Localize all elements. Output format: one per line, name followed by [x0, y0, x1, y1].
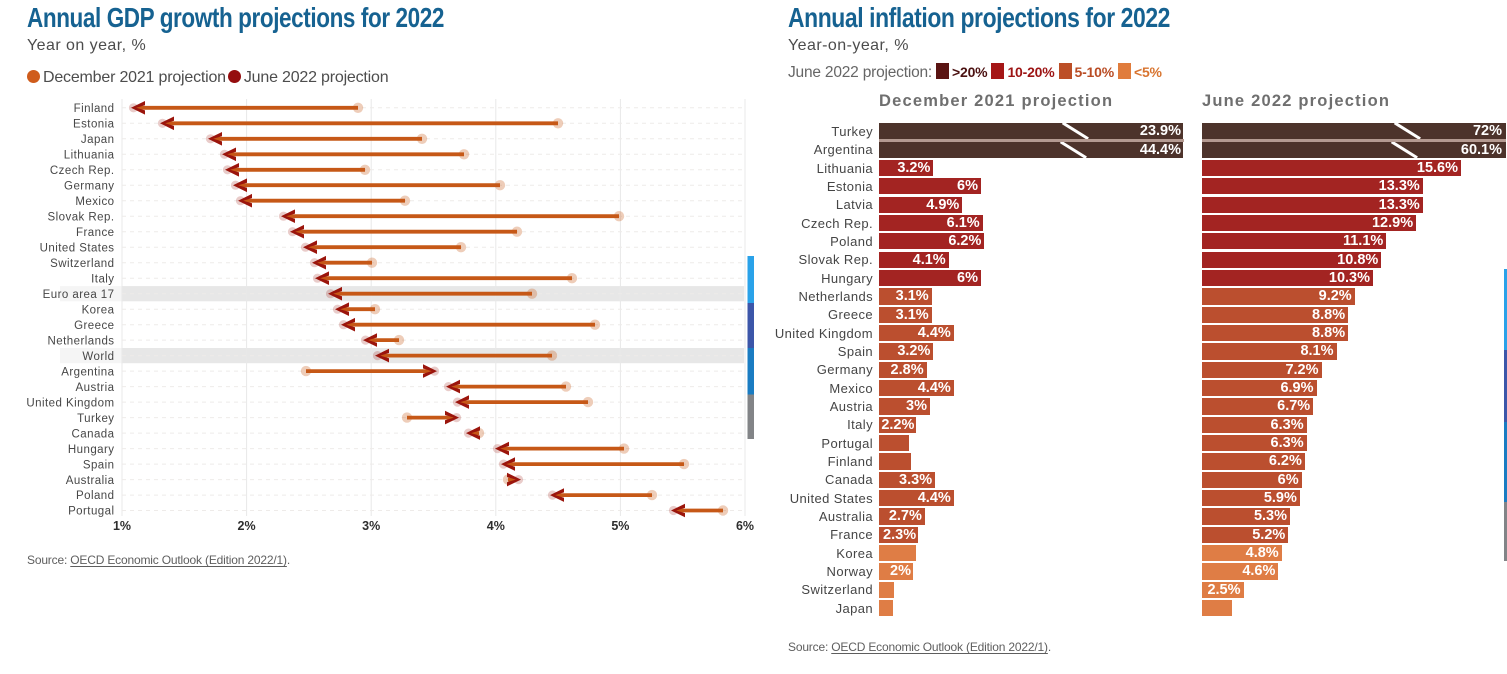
svg-text:Poland: Poland: [76, 490, 115, 502]
svg-text:Estonia: Estonia: [73, 119, 115, 131]
svg-text:Lithuania: Lithuania: [64, 150, 115, 162]
svg-text:Korea: Korea: [82, 304, 115, 316]
svg-text:Spain: Spain: [83, 459, 115, 471]
svg-text:Mexico: Mexico: [75, 196, 114, 208]
svg-text:Japan: Japan: [81, 134, 115, 146]
svg-text:Italy: Italy: [91, 273, 114, 285]
svg-text:Netherlands: Netherlands: [48, 335, 115, 347]
svg-text:Finland: Finland: [74, 103, 115, 115]
svg-text:Canada: Canada: [72, 428, 115, 440]
svg-text:5%: 5%: [611, 519, 629, 533]
svg-text:Australia: Australia: [66, 475, 115, 487]
svg-text:Czech Rep.: Czech Rep.: [50, 165, 115, 177]
svg-text:Euro area 17: Euro area 17: [43, 289, 115, 301]
svg-text:Switzerland: Switzerland: [50, 258, 114, 270]
svg-text:Slovak Rep.: Slovak Rep.: [48, 211, 115, 223]
svg-text:United States: United States: [40, 242, 115, 254]
svg-text:Turkey: Turkey: [77, 413, 114, 425]
svg-text:4%: 4%: [487, 519, 505, 533]
svg-text:1%: 1%: [113, 519, 131, 533]
svg-text:Austria: Austria: [76, 382, 115, 394]
svg-text:Argentina: Argentina: [61, 366, 114, 378]
svg-text:Hungary: Hungary: [68, 444, 115, 456]
svg-text:6%: 6%: [736, 519, 754, 533]
svg-text:3%: 3%: [362, 519, 380, 533]
svg-text:Greece: Greece: [74, 320, 114, 332]
svg-text:Germany: Germany: [64, 180, 114, 192]
svg-text:2%: 2%: [238, 519, 256, 533]
svg-text:World: World: [82, 351, 114, 363]
svg-text:France: France: [76, 227, 115, 239]
svg-text:Portugal: Portugal: [68, 506, 114, 518]
svg-text:United Kingdom: United Kingdom: [26, 397, 114, 409]
